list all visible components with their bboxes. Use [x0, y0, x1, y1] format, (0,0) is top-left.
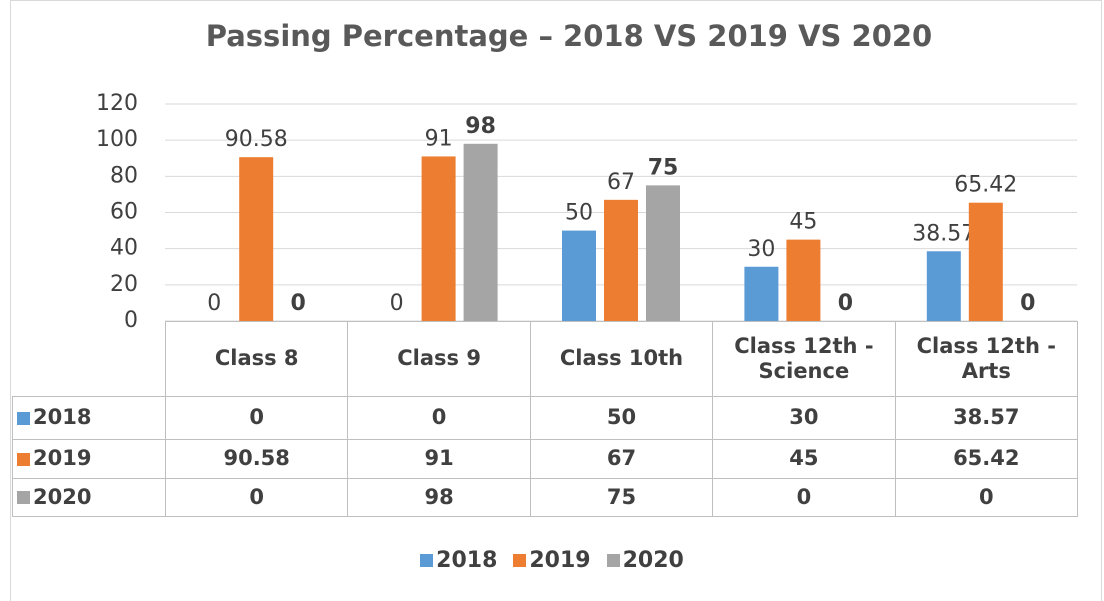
data-label: 90.58: [225, 127, 288, 152]
legend-label: 2018: [436, 548, 498, 573]
bar: [239, 157, 274, 321]
table-cell: 38.57: [894, 396, 1078, 440]
bar: [421, 156, 456, 321]
data-label: 98: [465, 114, 496, 139]
y-tick-label: 80: [110, 163, 138, 188]
legend-swatch: [420, 554, 434, 567]
table-cell: 30: [712, 396, 896, 440]
table-header-cell: Class 8: [165, 321, 349, 397]
table-cell: 0: [165, 478, 349, 517]
table-header-cell: Class 10th: [529, 321, 714, 397]
y-tick-label: 120: [96, 91, 138, 116]
data-label: 30: [747, 237, 775, 262]
series-name: 2018: [33, 405, 92, 430]
bar: [562, 230, 596, 321]
table-cell: 45: [712, 439, 896, 479]
table-header-cell: Class 9: [347, 321, 531, 397]
table-cell: 67: [529, 439, 714, 479]
legend-swatch: [606, 554, 620, 567]
bar: [646, 185, 680, 321]
legend-item: 2018: [420, 548, 497, 573]
data-label: 0: [207, 291, 221, 316]
table-row-header: 2018: [12, 396, 166, 440]
data-label: 50: [565, 201, 593, 226]
series-name: 2019: [33, 446, 92, 471]
table-header-cell: Class 12th - Arts: [894, 321, 1078, 397]
data-label: 0: [838, 291, 853, 316]
data-label: 38.57: [912, 221, 975, 246]
data-label: 45: [789, 210, 817, 235]
legend-item: 2019: [513, 548, 591, 573]
data-label: 65.42: [954, 173, 1017, 198]
legend-swatch: [17, 491, 30, 504]
data-label: 67: [607, 170, 635, 195]
data-label: 0: [1020, 291, 1035, 316]
data-label: 91: [425, 126, 453, 151]
bar: [968, 202, 1003, 321]
table-header-cell: Class 12th - Science: [712, 321, 896, 397]
data-label: 0: [291, 291, 306, 316]
bar: [926, 251, 961, 321]
y-tick-label: 40: [110, 236, 138, 261]
legend-swatch: [513, 554, 527, 567]
legend: 2018 2019 2020: [0, 548, 1104, 573]
y-tick-label: 100: [96, 127, 138, 152]
bar: [604, 199, 638, 321]
legend-item: 2020: [606, 548, 684, 573]
legend-swatch: [17, 411, 30, 425]
chart-border: [10, 0, 1102, 601]
table-cell: 90.58: [165, 439, 349, 479]
series-name: 2020: [33, 484, 92, 509]
table-cell: 0: [347, 396, 531, 440]
data-label: 0: [390, 291, 404, 316]
table-cell: 65.42: [894, 439, 1078, 479]
y-tick-label: 0: [124, 308, 138, 333]
chart-title: Passing Percentage – 2018 VS 2019 VS 202…: [206, 19, 932, 53]
legend-swatch: [17, 452, 30, 466]
legend-label: 2020: [622, 548, 684, 573]
bar: [744, 266, 779, 321]
data-label: 75: [648, 155, 679, 180]
table-cell: 0: [165, 396, 349, 440]
table-cell: 0: [894, 478, 1078, 517]
table-cell: 98: [347, 478, 531, 517]
table-cell: 75: [529, 478, 714, 517]
table-row-header: 2019: [12, 439, 166, 479]
y-tick-label: 60: [110, 200, 138, 225]
bar: [463, 143, 498, 321]
table-cell: 91: [347, 439, 531, 479]
table-row-header: 2020: [12, 478, 166, 517]
bar: [786, 239, 821, 321]
table-cell: 50: [529, 396, 714, 440]
y-tick-label: 20: [110, 272, 138, 297]
table-cell: 0: [712, 478, 896, 517]
legend-label: 2019: [529, 548, 591, 573]
